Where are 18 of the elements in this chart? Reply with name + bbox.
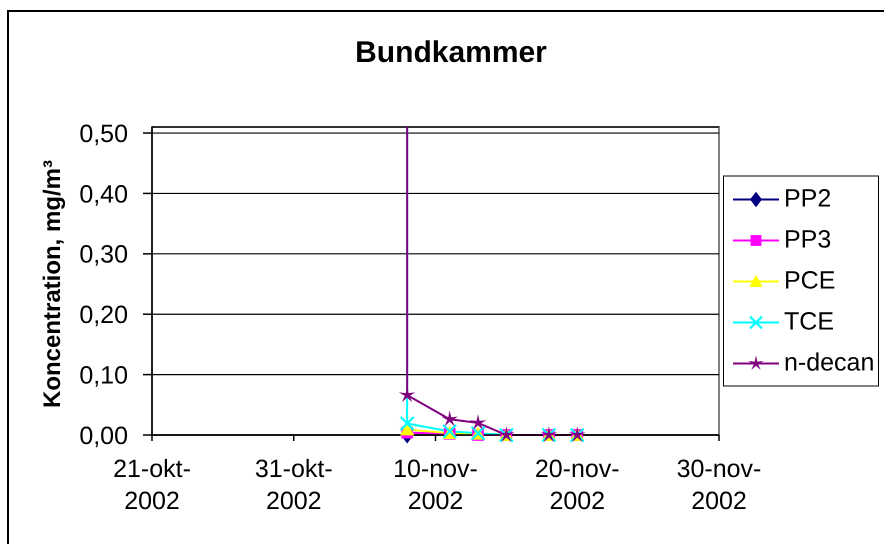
legend-label: n-decan <box>784 348 874 378</box>
y-tick-label: 0,30 <box>79 240 128 269</box>
y-tick-label: 0,50 <box>79 120 128 148</box>
legend-label: PCE <box>784 266 836 296</box>
legend-label: PP3 <box>784 226 832 254</box>
y-tick-label: 0,10 <box>79 361 128 390</box>
y-tick-label: 0,40 <box>79 180 128 208</box>
x-tick-label: 30-nov-2002 <box>676 455 762 515</box>
x-tick-label: 21-okt-2002 <box>113 455 191 515</box>
legend-label: PP2 <box>784 184 832 214</box>
y-tick-label: 0,00 <box>79 422 128 450</box>
chart-title: Bundkammer <box>354 36 548 69</box>
y-axis-title: Koncentration, mg/m³ <box>38 160 66 408</box>
x-tick-label: 10-nov-2002 <box>393 455 478 515</box>
x-tick-label: 20-nov-2002 <box>534 455 620 515</box>
x-tick-label: 31-okt-2002 <box>254 455 333 515</box>
y-tick-label: 0,20 <box>79 301 128 330</box>
legend-label: TCE <box>784 308 834 336</box>
